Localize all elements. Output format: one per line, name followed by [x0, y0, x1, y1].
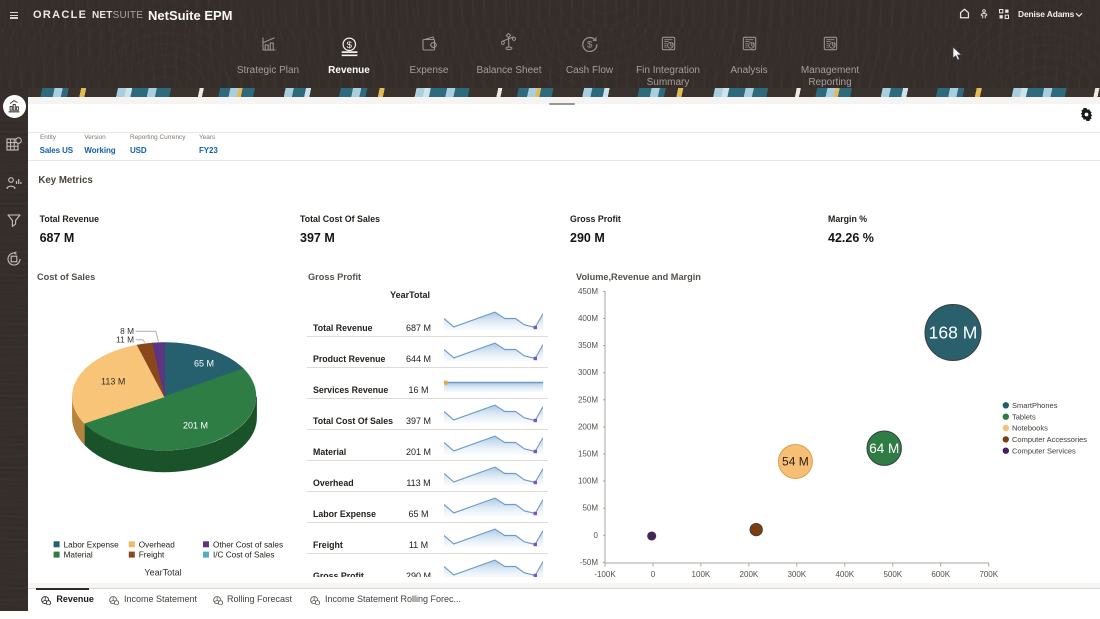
svg-text:0: 0: [594, 531, 599, 540]
svg-text:Material: Material: [64, 551, 93, 560]
svg-text:201 M: 201 M: [183, 421, 208, 431]
svg-text:8 M: 8 M: [120, 326, 134, 336]
svg-text:300K: 300K: [787, 570, 806, 577]
svg-text:Notebooks: Notebooks: [1012, 424, 1048, 433]
svg-text:100M: 100M: [578, 477, 598, 486]
svg-text:Labor Expense: Labor Expense: [64, 540, 120, 549]
svg-text:150M: 150M: [578, 450, 598, 459]
svg-text:250M: 250M: [578, 395, 598, 404]
svg-text:300M: 300M: [578, 368, 598, 377]
svg-text:400M: 400M: [578, 314, 598, 323]
svg-text:$: $: [587, 39, 593, 50]
svg-text:400K: 400K: [835, 570, 854, 577]
svg-text:200K: 200K: [740, 570, 759, 577]
svg-text:65 M: 65 M: [194, 359, 214, 369]
svg-text:64 M: 64 M: [869, 441, 899, 456]
svg-text:Freight: Freight: [139, 551, 165, 560]
svg-text:Computer Services: Computer Services: [1012, 446, 1076, 455]
svg-text:YearTotal: YearTotal: [144, 568, 181, 578]
svg-text:350M: 350M: [578, 341, 598, 350]
svg-text:200M: 200M: [578, 422, 598, 431]
svg-text:-50M: -50M: [580, 558, 599, 567]
svg-text:$: $: [347, 39, 353, 50]
svg-text:0: 0: [651, 570, 656, 577]
svg-text:700K: 700K: [979, 570, 998, 577]
svg-text:168 M: 168 M: [929, 323, 978, 343]
svg-text:54 M: 54 M: [782, 455, 809, 469]
svg-text:SmartPhones: SmartPhones: [1012, 401, 1058, 410]
svg-text:113 M: 113 M: [101, 377, 125, 387]
svg-text:500K: 500K: [883, 570, 902, 577]
svg-text:50M: 50M: [582, 504, 598, 513]
svg-text:-100K: -100K: [594, 570, 616, 577]
svg-text:450M: 450M: [578, 287, 598, 296]
svg-text:Other Cost of sales: Other Cost of sales: [213, 540, 283, 549]
svg-text:Tablets: Tablets: [1012, 412, 1036, 421]
svg-text:I/C Cost of Sales: I/C Cost of Sales: [213, 551, 274, 560]
svg-text:11 M: 11 M: [116, 335, 134, 345]
svg-text:600K: 600K: [931, 570, 950, 577]
svg-text:Overhead: Overhead: [139, 540, 175, 549]
svg-text:100K: 100K: [692, 570, 711, 577]
svg-text:Computer Accessories: Computer Accessories: [1012, 435, 1087, 444]
